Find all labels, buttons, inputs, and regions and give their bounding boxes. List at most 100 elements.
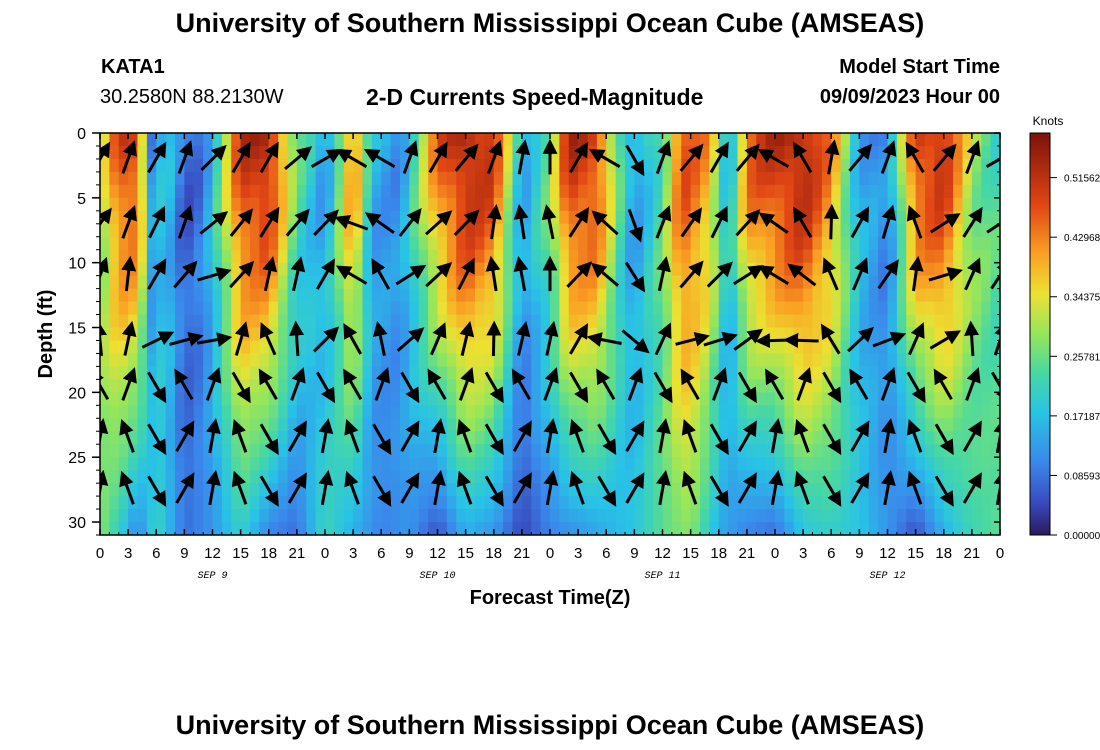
heatmap-cell bbox=[831, 223, 842, 238]
heatmap-cell bbox=[896, 301, 907, 316]
heatmap-cell bbox=[700, 470, 710, 484]
heatmap-cell bbox=[296, 184, 307, 199]
heatmap-cell bbox=[596, 249, 607, 264]
heatmap-cell bbox=[475, 431, 485, 445]
heatmap-cell bbox=[287, 236, 298, 251]
heatmap-cell bbox=[746, 158, 757, 173]
heatmap-cell bbox=[681, 405, 692, 419]
current-vector bbox=[737, 371, 757, 404]
heatmap-cell bbox=[896, 288, 907, 303]
current-vector bbox=[121, 320, 137, 356]
heatmap-cell bbox=[240, 288, 251, 303]
heatmap-cell bbox=[653, 379, 664, 393]
heatmap-cell bbox=[259, 470, 270, 484]
x-tick-label: 0 bbox=[546, 545, 554, 562]
heatmap-cell bbox=[512, 483, 523, 497]
heatmap-cell bbox=[812, 288, 823, 303]
heatmap-cell bbox=[971, 158, 982, 173]
heatmap-cell bbox=[193, 210, 204, 225]
current-vector bbox=[259, 206, 280, 238]
heatmap-cell bbox=[700, 223, 710, 238]
heatmap-cell bbox=[896, 145, 907, 160]
heatmap-cell bbox=[981, 392, 992, 406]
y-tick-label: 0 bbox=[77, 126, 86, 143]
heatmap-cell bbox=[503, 444, 514, 458]
heatmap-cell bbox=[971, 184, 982, 199]
heatmap-cell bbox=[512, 184, 523, 199]
heatmap-cell bbox=[390, 457, 401, 471]
heatmap-cell bbox=[475, 457, 485, 471]
heatmap-cell bbox=[315, 236, 326, 251]
heatmap-cell bbox=[709, 418, 720, 432]
heatmap-cell bbox=[296, 509, 307, 523]
heatmap-cell bbox=[690, 431, 701, 445]
heatmap-cell bbox=[840, 483, 851, 497]
heatmap-cell bbox=[156, 184, 167, 199]
heatmap-cell bbox=[943, 249, 954, 264]
heatmap-cell bbox=[700, 184, 710, 199]
heatmap-cell bbox=[371, 418, 382, 432]
heatmap-cell bbox=[662, 184, 673, 199]
heatmap-cell bbox=[475, 301, 485, 316]
heatmap-cell bbox=[765, 327, 776, 342]
heatmap-cell bbox=[193, 353, 204, 368]
heatmap-cell bbox=[775, 431, 785, 445]
heatmap-cell bbox=[446, 483, 457, 497]
heatmap-cell bbox=[971, 353, 982, 368]
heatmap-cell bbox=[643, 275, 654, 290]
heatmap-cell bbox=[231, 392, 242, 406]
heatmap-cell bbox=[362, 236, 373, 251]
heatmap-cell bbox=[109, 314, 120, 329]
current-vector bbox=[231, 371, 251, 404]
heatmap-cell bbox=[390, 379, 401, 393]
heatmap-cell bbox=[803, 314, 814, 329]
heatmap-cell bbox=[803, 249, 814, 264]
heatmap-cell bbox=[906, 301, 917, 316]
heatmap-cell bbox=[896, 353, 907, 368]
heatmap-cell bbox=[596, 418, 607, 432]
heatmap-cell bbox=[353, 223, 364, 238]
heatmap-cell bbox=[925, 197, 935, 212]
heatmap-cell bbox=[578, 288, 589, 303]
heatmap-cell bbox=[343, 158, 354, 173]
heatmap-cell bbox=[878, 262, 889, 277]
heatmap-cell bbox=[456, 366, 467, 380]
heatmap-cell bbox=[306, 171, 317, 186]
heatmap-cell bbox=[953, 496, 964, 510]
heatmap-cell bbox=[184, 366, 195, 380]
heatmap-cell bbox=[971, 223, 982, 238]
heatmap-cell bbox=[137, 327, 148, 342]
heatmap-cell bbox=[503, 366, 514, 380]
heatmap-cell bbox=[371, 457, 382, 471]
heatmap-cell bbox=[981, 470, 992, 484]
heatmap-cell bbox=[278, 223, 289, 238]
heatmap-cell bbox=[793, 133, 804, 147]
current-vector bbox=[428, 141, 448, 174]
heatmap-cell bbox=[821, 392, 832, 406]
heatmap-cell bbox=[493, 275, 504, 290]
heatmap-cell bbox=[953, 197, 964, 212]
heatmap-cell bbox=[409, 379, 420, 393]
heatmap-cell bbox=[850, 197, 860, 212]
heatmap-cell bbox=[990, 262, 1000, 277]
heatmap-cell bbox=[521, 184, 532, 199]
heatmap-cell bbox=[493, 483, 504, 497]
heatmap-cell bbox=[765, 483, 776, 497]
heatmap-cell bbox=[400, 444, 410, 458]
heatmap-cell bbox=[812, 418, 823, 432]
heatmap-cell bbox=[559, 133, 570, 147]
heatmap-cell bbox=[671, 379, 682, 393]
heatmap-cell bbox=[437, 431, 448, 445]
heatmap-cell bbox=[203, 353, 214, 368]
heatmap-cell bbox=[353, 301, 364, 316]
heatmap-cell bbox=[718, 158, 729, 173]
heatmap-cell bbox=[568, 236, 579, 251]
heatmap-cell bbox=[146, 236, 157, 251]
heatmap-cell bbox=[587, 509, 598, 523]
current-vector bbox=[543, 469, 559, 506]
heatmap-cell bbox=[184, 275, 195, 290]
heatmap-cell bbox=[259, 496, 270, 510]
heatmap-cell bbox=[850, 184, 860, 199]
heatmap-cell bbox=[184, 431, 195, 445]
heatmap-cell bbox=[493, 470, 504, 484]
